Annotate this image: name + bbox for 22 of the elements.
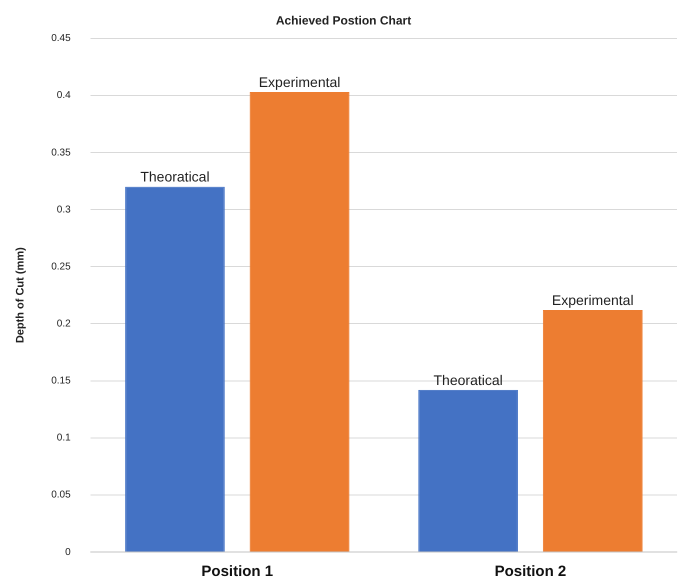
y-tick-label: 0.45	[51, 33, 72, 44]
bar	[125, 186, 225, 552]
series-label: Experimental	[258, 74, 340, 90]
x-tick-label: Position 1	[201, 563, 274, 580]
y-tick-label: 0.05	[51, 490, 72, 501]
y-tick-label: 0.3	[56, 204, 72, 216]
series-label: Theoratical	[433, 372, 503, 388]
bar	[418, 390, 518, 552]
chart-title: Achieved Postion Chart	[276, 14, 412, 28]
text: Theoratical	[140, 168, 210, 185]
y-tick-label: 0	[65, 546, 72, 558]
y-tick-label: 0.25	[51, 261, 72, 272]
bar	[542, 310, 643, 552]
y-tick-label: 0.1	[56, 432, 72, 444]
x-tick-label: Position 2	[494, 563, 566, 580]
y-axis-title: Depth of Cut (mm)	[14, 246, 27, 344]
y-tick-label: 0.15	[51, 376, 72, 387]
y-tick-label: 0.4	[56, 90, 72, 102]
text: Experimental	[552, 292, 634, 308]
bar	[250, 92, 350, 552]
y-tick-label: 0.2	[56, 318, 72, 330]
y-tick-label: 0.35	[51, 147, 72, 158]
